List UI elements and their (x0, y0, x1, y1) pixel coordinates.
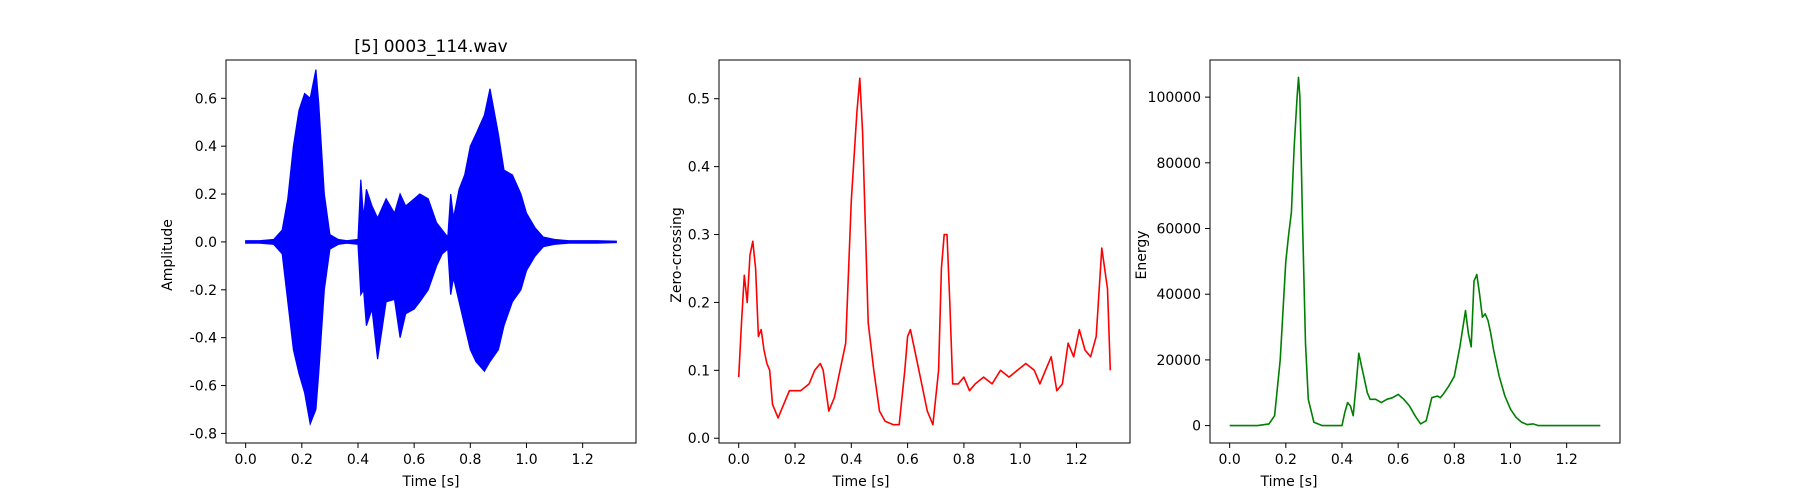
zero-crossing-plot-frame (718, 59, 1131, 444)
waveform-x-tick-label: 0.0 (235, 452, 257, 468)
zero-crossing-y-tick-label: 0.5 (688, 92, 710, 108)
waveform-x-tick-label: 0.4 (347, 452, 369, 468)
energy-panel: Time [s] Energy 0.0 0.2 0.4 0.6 0.8 1.0 1.2 0 20… (1134, 59, 1621, 490)
zero-crossing-x-tick-label: 0.2 (784, 452, 806, 468)
energy-x-tick-label: 0.8 (1443, 452, 1465, 468)
waveform-x-tick-label: 0.6 (403, 452, 425, 468)
energy-y-tick-label: 40000 (1156, 287, 1201, 303)
energy-series-line (1229, 76, 1601, 427)
energy-xlabel: Time [s] (1260, 474, 1318, 490)
waveform-y-tick-label: -0.8 (190, 426, 217, 442)
zero-crossing-y-tick-label: 0.2 (688, 295, 710, 311)
zero-crossing-y-tick-label: 0.4 (688, 160, 710, 176)
waveform-y-tick-label: 0.0 (195, 235, 217, 251)
waveform-x-tick-label: 0.8 (459, 452, 481, 468)
zero-crossing-x-tick-label: 0.4 (840, 452, 862, 468)
zero-crossing-x-tick-label: 0.0 (728, 452, 750, 468)
waveform-y-tick-label: -0.6 (190, 379, 217, 395)
energy-ylabel: Energy (1134, 230, 1150, 279)
waveform-y-tick-label: -0.2 (190, 283, 217, 299)
waveform-plot-frame (225, 59, 637, 444)
waveform-y-tick-label: 0.6 (195, 91, 217, 107)
energy-x-tick-label: 0.4 (1331, 452, 1353, 468)
waveform-x-tick-label: 0.2 (291, 452, 313, 468)
energy-x-tick-label: 0.2 (1275, 452, 1297, 468)
waveform-series-envelope (245, 69, 617, 427)
zero-crossing-x-tick-label: 1.2 (1065, 452, 1087, 468)
waveform-y-tick-label: -0.4 (190, 331, 217, 347)
energy-y-tick-label: 60000 (1156, 222, 1201, 238)
waveform-ylabel: Amplitude (160, 219, 176, 291)
waveform-title: [5] 0003_114.wav (354, 37, 507, 57)
energy-x-tick-label: 0.6 (1387, 452, 1409, 468)
energy-x-tick-label: 1.0 (1499, 452, 1521, 468)
zero-crossing-xlabel: Time [s] (832, 474, 890, 490)
zero-crossing-y-tick-label: 0.3 (688, 228, 710, 244)
waveform-x-tick-label: 1.2 (572, 452, 594, 468)
energy-y-tick-label: 100000 (1148, 90, 1201, 106)
energy-x-tick-label: 0.0 (1219, 452, 1241, 468)
zero-crossing-ylabel: Zero-crossing (669, 207, 685, 302)
waveform-panel: [5] 0003_114.wav Time [s] Amplitude 0.0 0… (160, 37, 637, 490)
energy-plot-frame (1209, 59, 1621, 444)
zero-crossing-series-line (737, 77, 1112, 426)
energy-y-tick-label: 20000 (1156, 353, 1201, 369)
energy-x-tick-label: 1.2 (1556, 452, 1578, 468)
energy-y-tick-label: 80000 (1156, 156, 1201, 172)
waveform-y-tick-label: 0.4 (195, 139, 217, 155)
waveform-y-tick-label: 0.2 (195, 187, 217, 203)
waveform-x-tick-label: 1.0 (515, 452, 537, 468)
zero-crossing-x-tick-label: 1.0 (1009, 452, 1031, 468)
energy-y-tick-label: 0 (1192, 419, 1201, 435)
zero-crossing-panel: Time [s] Zero-crossing 0.0 0.2 0.4 0.6 0.8 1.… (669, 59, 1131, 490)
zero-crossing-x-tick-label: 0.6 (896, 452, 918, 468)
zero-crossing-y-tick-label: 0.1 (688, 363, 710, 379)
waveform-xlabel: Time [s] (402, 474, 460, 490)
zero-crossing-y-tick-label: 0.0 (688, 431, 710, 447)
zero-crossing-x-tick-label: 0.8 (953, 452, 975, 468)
